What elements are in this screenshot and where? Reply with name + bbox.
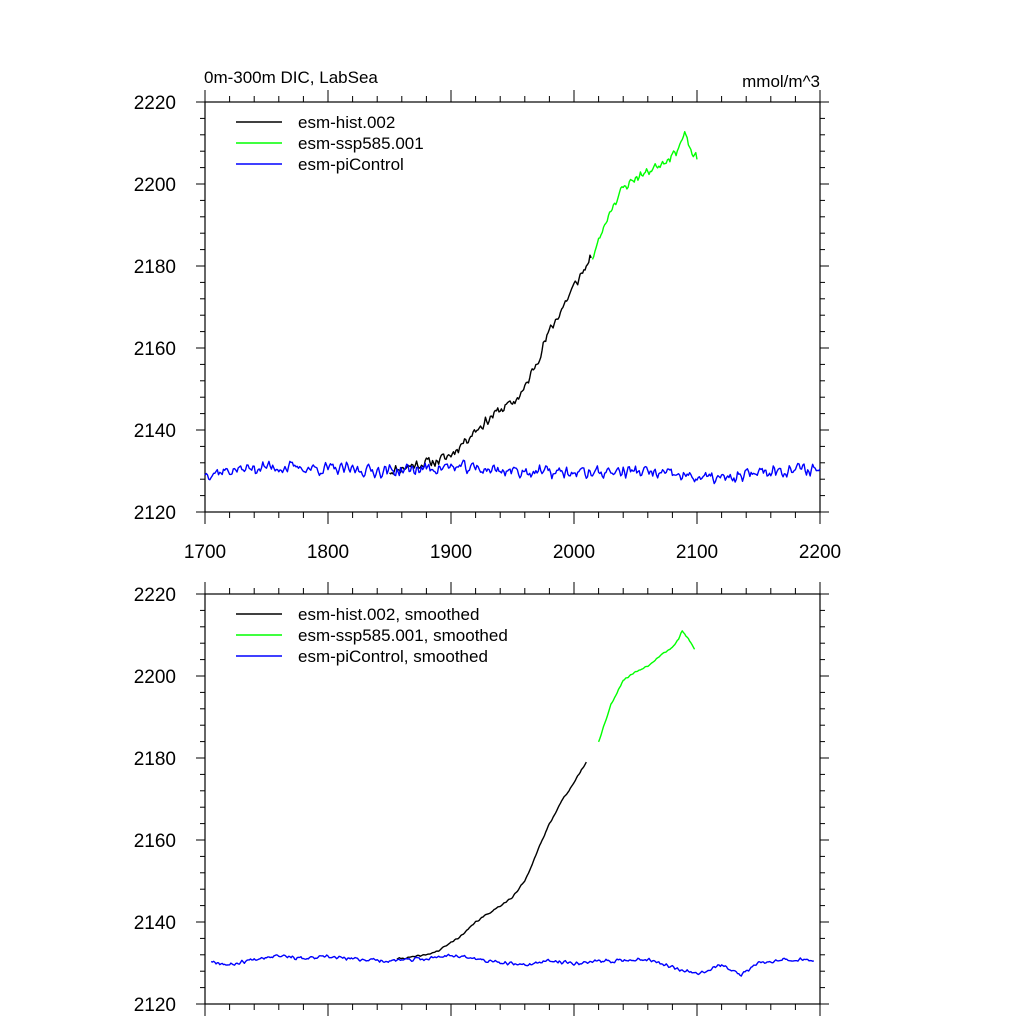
series-line-1 bbox=[591, 130, 698, 260]
y-tick-label: 2140 bbox=[134, 913, 176, 934]
y-tick-label: 2180 bbox=[134, 257, 176, 278]
bottom-panel: 2120 2140 2160 2180 2200 2220 esm-hist.002, s… bbox=[134, 582, 829, 1016]
legend-label-0: esm-hist.002, smoothed bbox=[298, 605, 479, 624]
legend-label-2: esm-piControl, smoothed bbox=[298, 647, 488, 666]
y-tick-label: 2220 bbox=[134, 93, 176, 114]
y-tick-label: 2160 bbox=[134, 831, 176, 852]
series-line-2 bbox=[204, 459, 821, 485]
units-label: mmol/m^3 bbox=[742, 72, 820, 91]
series-line-0 bbox=[396, 761, 587, 960]
legend-label-1: esm-ssp585.001 bbox=[298, 134, 424, 153]
y-tick-label: 2140 bbox=[134, 421, 176, 442]
top-legend: esm-hist.002 esm-ssp585.001 esm-piControl bbox=[236, 113, 424, 174]
legend-label-0: esm-hist.002 bbox=[298, 113, 395, 132]
y-tick-label: 2120 bbox=[134, 995, 176, 1016]
top-panel: 2120 2140 2160 2180 2200 2220 1700 1800 1900 2000… bbox=[134, 90, 841, 563]
y-tick-label: 2120 bbox=[134, 503, 176, 524]
top-plot-frame bbox=[204, 101, 821, 513]
x-tick-label: 1900 bbox=[430, 542, 472, 563]
y-tick-label: 2220 bbox=[134, 585, 176, 606]
chart-title: 0m-300m DIC, LabSea bbox=[204, 68, 378, 87]
y-tick-label: 2160 bbox=[134, 339, 176, 360]
bottom-plot-frame bbox=[204, 593, 821, 1005]
x-tick-label: 2100 bbox=[676, 542, 718, 563]
bottom-axis-ticks: 2120 2140 2160 2180 2200 2220 bbox=[134, 582, 829, 1016]
x-tick-label: 1700 bbox=[184, 542, 226, 563]
x-tick-label: 1800 bbox=[307, 542, 349, 563]
legend-label-2: esm-piControl bbox=[298, 155, 404, 174]
x-tick-label: 2200 bbox=[799, 542, 841, 563]
series-line-1 bbox=[597, 630, 696, 743]
y-tick-label: 2180 bbox=[134, 749, 176, 770]
y-tick-label: 2200 bbox=[134, 175, 176, 196]
bottom-legend: esm-hist.002, smoothed esm-ssp585.001, sm… bbox=[236, 605, 508, 666]
top-series-lines bbox=[204, 130, 821, 485]
legend-label-1: esm-ssp585.001, smoothed bbox=[298, 626, 508, 645]
series-line-2 bbox=[210, 953, 814, 977]
y-tick-label: 2200 bbox=[134, 667, 176, 688]
x-tick-label: 2000 bbox=[553, 542, 595, 563]
series-line-0 bbox=[389, 254, 592, 475]
top-axis-ticks: 2120 2140 2160 2180 2200 2220 1700 1800 1900 2000… bbox=[134, 90, 841, 563]
bottom-series-lines bbox=[210, 630, 814, 977]
